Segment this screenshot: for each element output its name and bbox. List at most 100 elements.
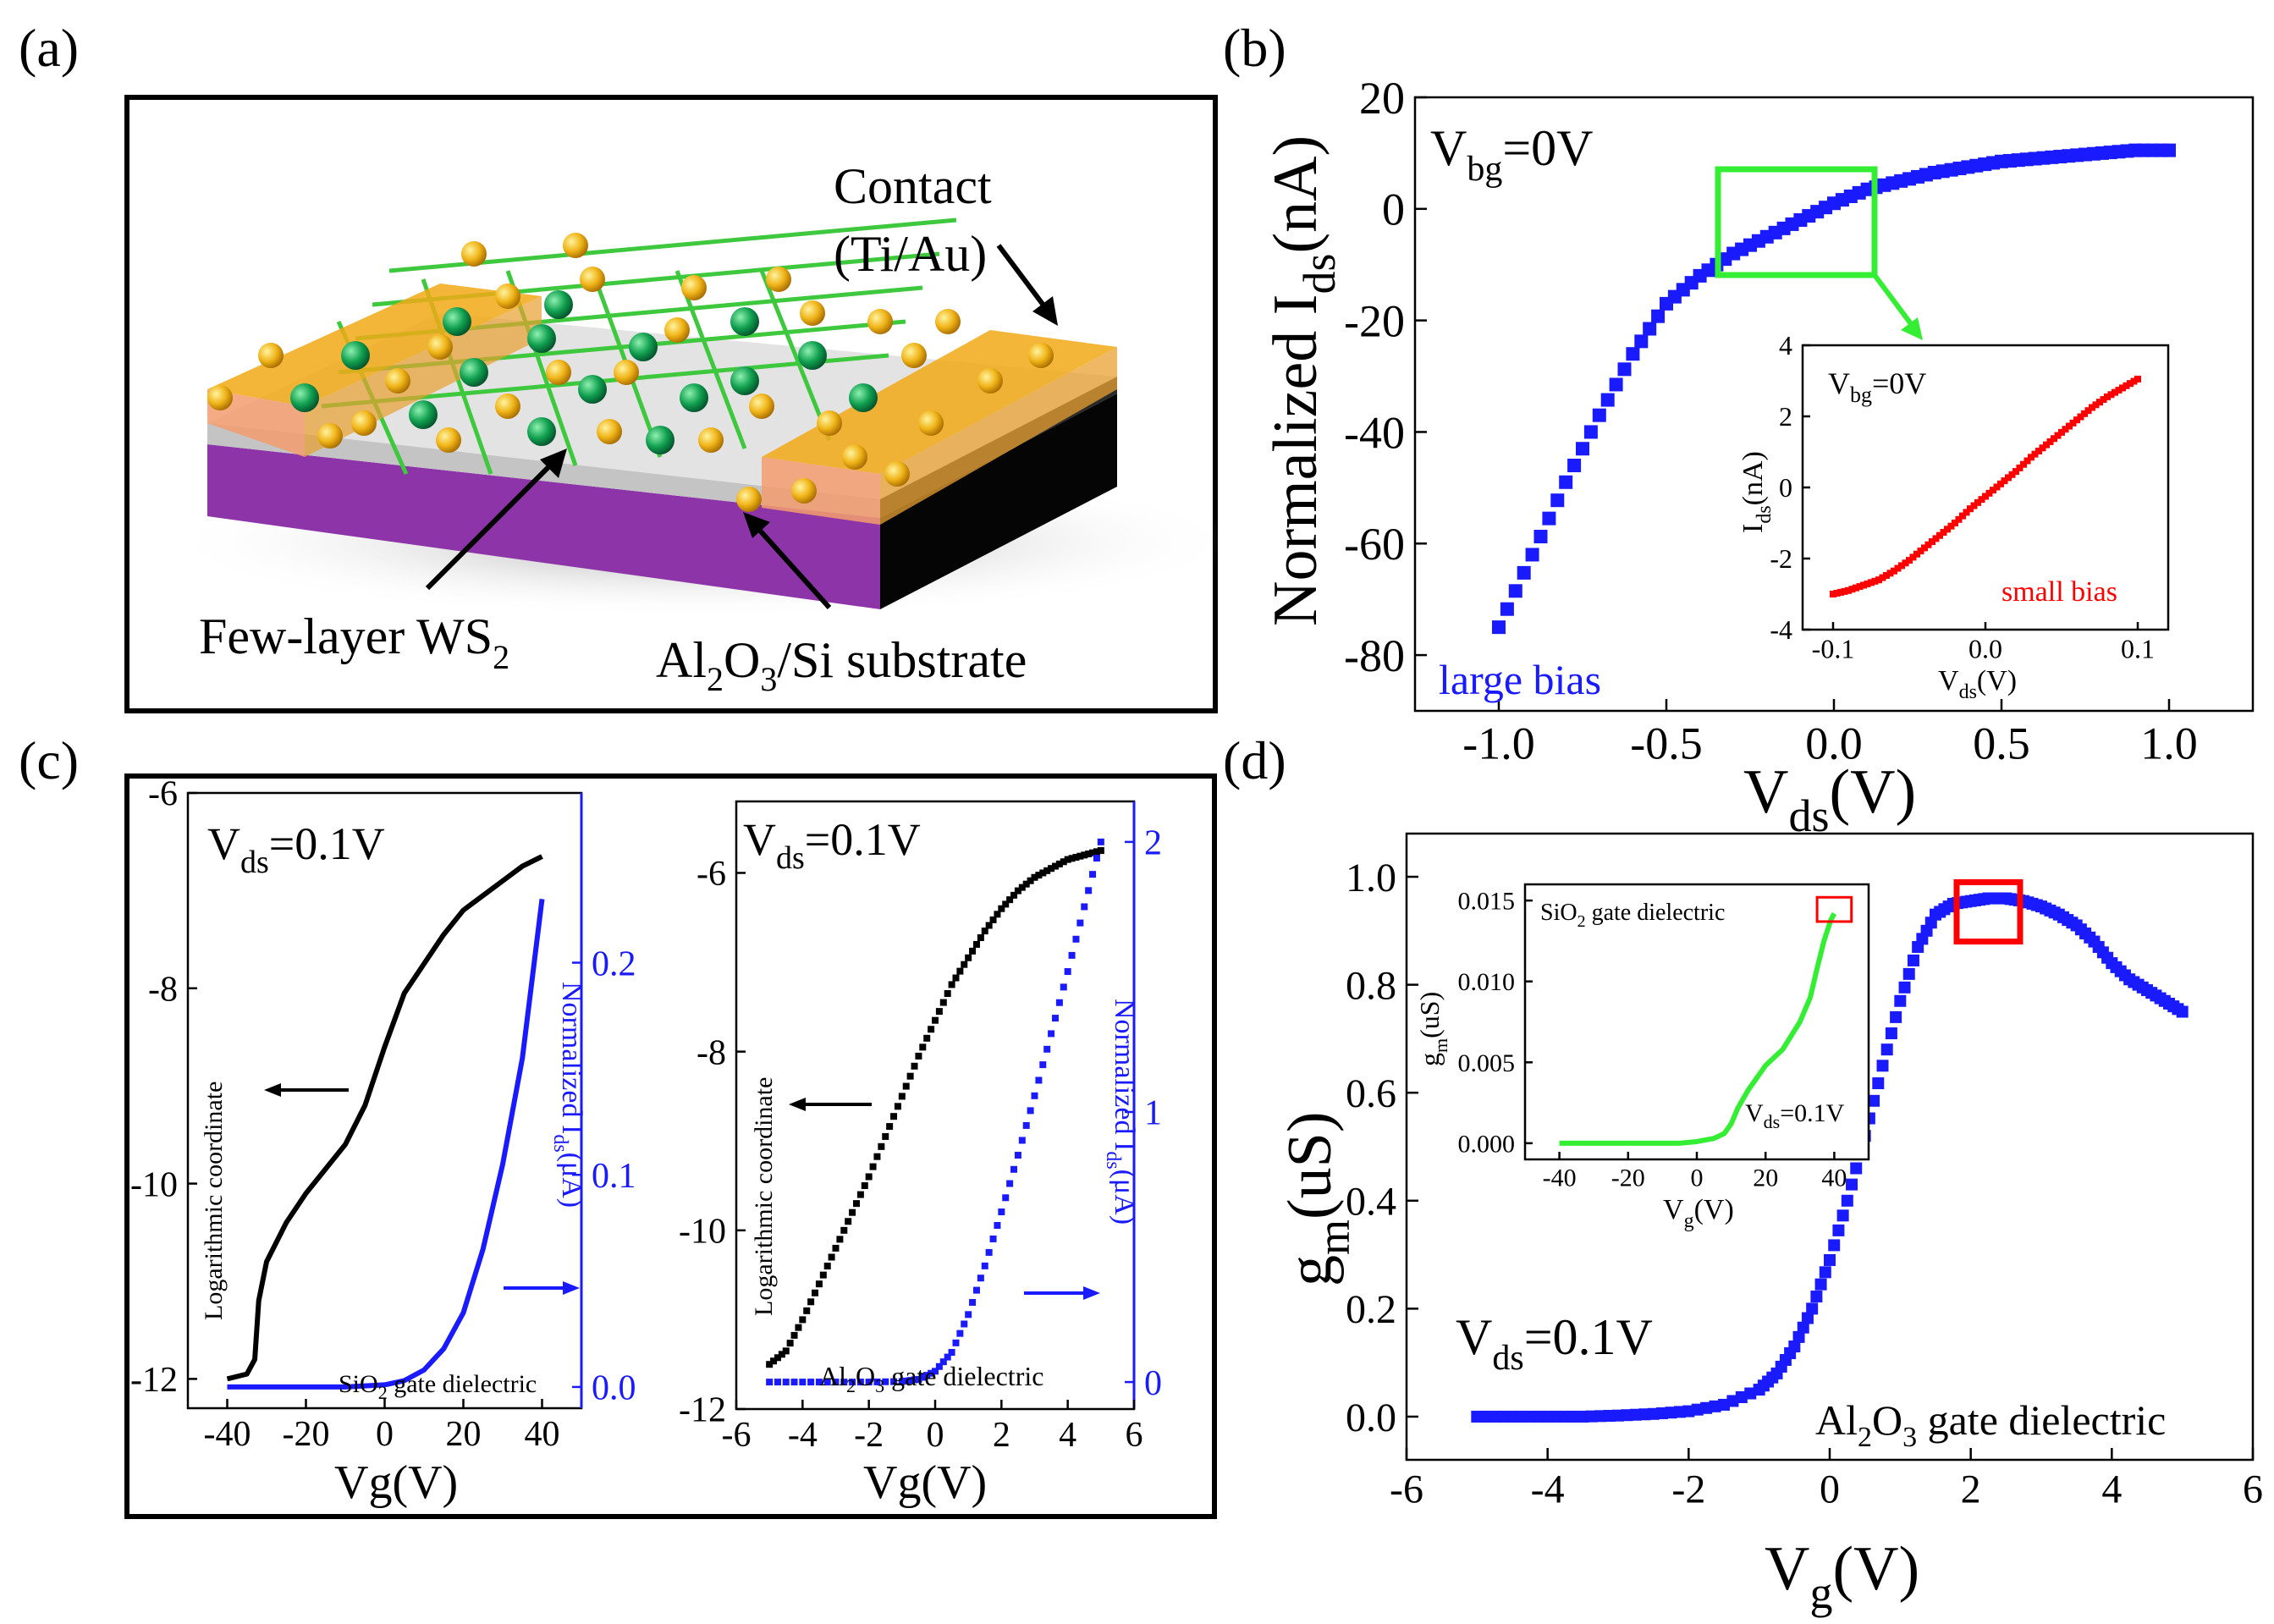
d-main-point — [1846, 1178, 1858, 1191]
contact-label-1: Contact — [834, 158, 992, 214]
b-inset-xtick-label: -0.1 — [1812, 634, 1855, 664]
d-main-point — [1824, 1253, 1836, 1266]
c-right-log-point — [1035, 872, 1043, 879]
c-right-log-point — [994, 911, 1001, 918]
b-inset-point — [2104, 393, 2111, 400]
d-main-xtick-label: -4 — [1531, 1467, 1565, 1511]
b-main-xlabel: Vds(V) — [1743, 757, 1916, 841]
b-inset-point — [1886, 570, 1894, 577]
b-inset-point — [1997, 480, 2004, 487]
c-right-linear-point — [1006, 1180, 1014, 1187]
b-inset-point — [2058, 428, 2065, 436]
c-left-annotation: Vds=0.1V — [207, 818, 385, 880]
b-main-ytick-label: -80 — [1344, 630, 1405, 681]
c-right-linear-point — [1068, 951, 1076, 959]
b-inset-point — [2005, 474, 2012, 482]
b-inset-point — [1913, 550, 1920, 558]
c-right-xtick-label: -2 — [854, 1416, 884, 1455]
c-right-left-ytick-label: -12 — [679, 1391, 726, 1430]
c-right-linear-point — [1085, 887, 1093, 895]
c-right-log-point — [886, 1123, 894, 1131]
c-right-log-point — [969, 947, 977, 955]
c-right-linear-point — [928, 1369, 935, 1377]
d-main-point — [1819, 1266, 1831, 1279]
c-right-log-point — [1097, 847, 1104, 855]
d-inset-xtick-label: 0 — [1691, 1164, 1704, 1192]
c-right-xtick-label: 0 — [927, 1416, 944, 1455]
b-inset-point — [1833, 589, 1841, 597]
c-right-log-point — [952, 974, 960, 982]
c-right-log-point — [823, 1263, 831, 1270]
d-main-ytick-label: 0.0 — [1346, 1396, 1396, 1440]
b-main-ytick-label: -20 — [1344, 296, 1405, 347]
c-right-linear-point — [823, 1379, 831, 1386]
b-inset-point — [1906, 557, 1913, 564]
d-main-dielectric: Al2O3 gate dielectric — [1815, 1396, 2166, 1453]
d-main-point — [1902, 967, 1915, 980]
c-right-log-point — [819, 1271, 827, 1279]
d-main-point — [1797, 1321, 1809, 1334]
c-right-log-point — [1081, 851, 1088, 859]
d-inset-ytick-label: 0.005 — [1458, 1049, 1516, 1077]
d-inset-ytick-label: 0.000 — [1458, 1130, 1516, 1158]
c-right-log-point — [782, 1347, 790, 1355]
ws2-atoms — [207, 233, 1054, 512]
c-right-linear-point — [919, 1374, 927, 1381]
b-inset-point — [2123, 382, 2130, 389]
c-right-log-point — [856, 1191, 864, 1198]
c-right-linear-point — [985, 1248, 993, 1256]
b-inset-point — [2031, 450, 2039, 458]
c-right-log-point — [1043, 867, 1051, 874]
b-main-point — [1525, 548, 1539, 562]
c-right-linear-point — [1093, 855, 1100, 862]
c-right-log-point — [845, 1218, 852, 1225]
c-right-log-point — [840, 1226, 848, 1234]
b-inset-point — [1830, 591, 1836, 597]
c-right-linear-point — [1014, 1152, 1021, 1159]
c-right-log-point — [1022, 880, 1030, 888]
d-main-point — [1836, 1209, 1849, 1222]
c-left-left-axis-label: Logarithmic coordinate — [200, 1082, 228, 1320]
b-main-ylabel: Normalized Ids(nA) — [1261, 135, 1345, 626]
b-inset-point — [1853, 584, 1859, 592]
c-right-log-point — [803, 1307, 811, 1314]
c-right-log-point — [989, 916, 997, 923]
b-inset-point — [2077, 413, 2084, 421]
c-right-linear-point — [981, 1262, 988, 1269]
c-right-linear-point — [1002, 1194, 1010, 1202]
b-inset-point — [2001, 477, 2008, 485]
b-main-point — [1567, 459, 1582, 472]
d-main-point — [1890, 1010, 1902, 1023]
c-right-log-point — [786, 1340, 794, 1347]
c-left-plot: -40 -20 0 20 40 -6 -8 -10 -12 0.0 0.1 0.2 — [130, 775, 636, 1454]
c-right-right-axis-label: Normalized Ids(μA) — [1102, 999, 1140, 1225]
c-right-linear-point — [766, 1379, 774, 1386]
c-right-linear-point — [1035, 1076, 1043, 1084]
b-inset-point — [2107, 391, 2115, 399]
b-inset-point — [2023, 457, 2031, 465]
d-inset-line — [1559, 912, 1837, 1146]
b-inset-point — [2062, 426, 2069, 433]
c-left-xtick-label: 20 — [446, 1415, 482, 1454]
c-right-linear-point — [965, 1311, 972, 1318]
c-left-linear-line — [227, 898, 545, 1390]
b-inset-point — [2051, 435, 2057, 443]
b-inset-point — [1898, 562, 1905, 570]
d-main-point — [1806, 1302, 1819, 1315]
panel-label-b: (b) — [1223, 18, 1286, 78]
c-right-left-ytick-label: -10 — [679, 1213, 726, 1252]
b-inset-point — [1985, 489, 1993, 497]
b-inset-point — [1924, 541, 1932, 548]
c-right-log-point — [790, 1331, 798, 1339]
b-main-point — [1517, 565, 1531, 580]
c-left-right-axis-label: Normalized Ids(μA) — [549, 982, 587, 1208]
c-right-log-point — [1006, 896, 1014, 904]
c-right-log-point — [1048, 865, 1055, 873]
c-right-log-point — [1085, 851, 1093, 858]
d-main-point — [1885, 1027, 1897, 1040]
d-main-ytick-label: 0.8 — [1346, 963, 1396, 1008]
d-inset-highlight-box — [1815, 895, 1853, 923]
c-right-log-point — [869, 1163, 877, 1170]
d-main-point — [1868, 1094, 1880, 1107]
c-left-right-arrow-head — [563, 1281, 580, 1295]
